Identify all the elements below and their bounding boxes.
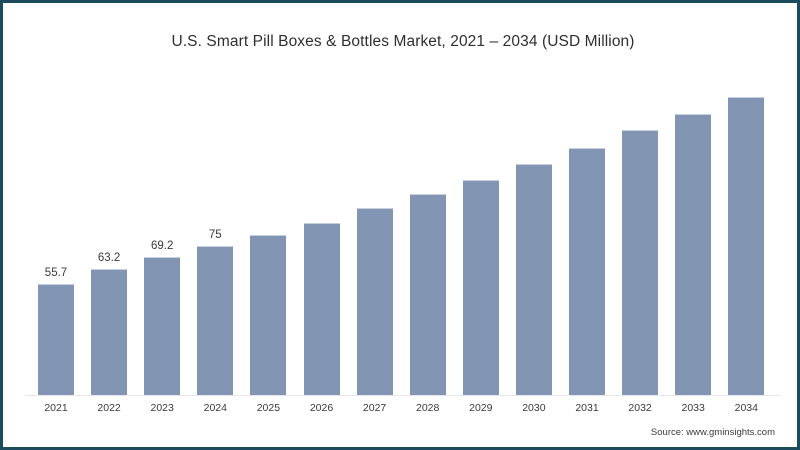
bar [569, 148, 605, 395]
x-axis-tick-2029: 2029 [469, 402, 493, 414]
x-axis-tick-2024: 2024 [203, 402, 227, 414]
bar-value-label: 69.2 [150, 240, 174, 253]
x-axis-tick-2027: 2027 [362, 402, 387, 414]
bar [728, 96, 765, 395]
x-axis-tick-2033: 2033 [681, 402, 705, 414]
x-axis-tick-2034: 2034 [734, 402, 758, 414]
x-axis-tick-2032: 2032 [628, 402, 652, 414]
bar-value-label: 75 [208, 228, 222, 241]
bar [356, 207, 393, 395]
bar [91, 269, 128, 395]
bar-chart-plot-area: 55.7 2021 63.2 2022 69.2 2023 75 2024 2025 2026 20… [3, 3, 797, 447]
bar-value-label: 55.7 [44, 267, 68, 280]
x-axis-tick-2025: 2025 [256, 402, 281, 414]
x-axis-tick-2031: 2031 [575, 402, 599, 414]
bar [197, 245, 234, 395]
bar [409, 194, 446, 395]
axis-baseline [25, 395, 781, 396]
bar [144, 257, 181, 395]
x-axis-tick-2021: 2021 [44, 402, 68, 414]
bar [675, 114, 712, 395]
bar [38, 284, 74, 395]
bar [250, 234, 287, 395]
x-axis-tick-2030: 2030 [522, 402, 546, 414]
x-axis-tick-2028: 2028 [416, 402, 440, 414]
source-attribution: Source: www.gminsights.com [650, 427, 775, 438]
bar-value-label: 63.2 [97, 252, 121, 265]
x-axis-tick-2022: 2022 [97, 402, 121, 414]
x-axis-tick-2026: 2026 [309, 402, 334, 414]
x-axis-tick-2023: 2023 [150, 402, 174, 414]
bar [462, 180, 499, 395]
chart-title: U.S. Smart Pill Boxes & Bottles Market, … [171, 33, 635, 50]
bar [515, 164, 552, 395]
bar [622, 130, 659, 395]
bar [303, 222, 340, 395]
